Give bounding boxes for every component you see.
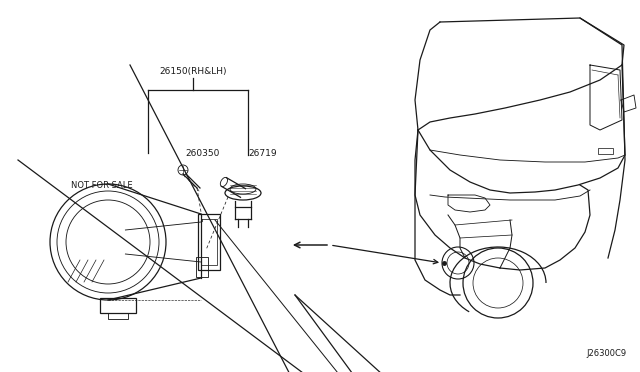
- Text: 260350: 260350: [185, 149, 220, 158]
- Bar: [201, 219, 217, 265]
- Bar: [598, 148, 613, 154]
- Bar: [198, 214, 220, 270]
- Text: 26719: 26719: [248, 149, 276, 158]
- Text: 26150(RH&LH): 26150(RH&LH): [159, 67, 227, 76]
- Bar: [108, 313, 128, 319]
- Text: NOT FOR SALE: NOT FOR SALE: [71, 180, 133, 189]
- Text: J26300C9: J26300C9: [587, 349, 627, 358]
- Bar: [100, 298, 136, 313]
- Bar: [196, 257, 208, 277]
